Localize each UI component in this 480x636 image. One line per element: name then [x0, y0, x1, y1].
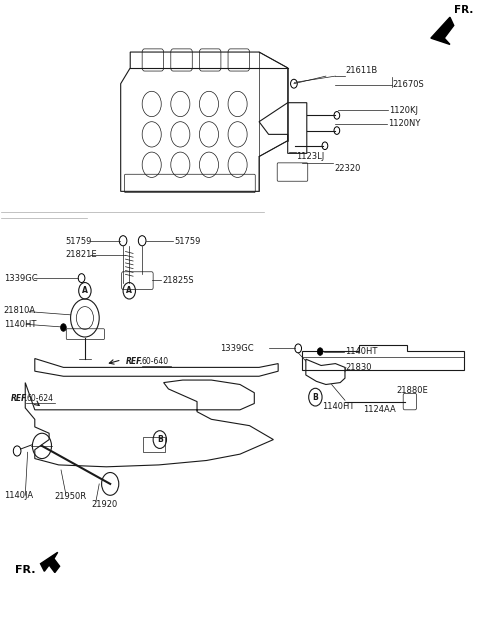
- Text: 21880E: 21880E: [396, 386, 428, 395]
- Text: 1123LJ: 1123LJ: [296, 152, 324, 161]
- Text: 1140JA: 1140JA: [4, 491, 33, 500]
- Text: FR.: FR.: [454, 5, 473, 15]
- Text: FR.: FR.: [15, 565, 35, 575]
- Text: 21830: 21830: [345, 363, 372, 372]
- Text: B: B: [157, 435, 163, 444]
- Text: 21611B: 21611B: [345, 66, 377, 75]
- Text: 1140HT: 1140HT: [4, 320, 36, 329]
- Text: 21821E: 21821E: [66, 250, 97, 259]
- Circle shape: [60, 324, 66, 331]
- Text: A: A: [82, 286, 88, 295]
- Text: 1140HT: 1140HT: [322, 402, 354, 411]
- Text: 22320: 22320: [334, 164, 360, 173]
- Text: 51759: 51759: [66, 237, 92, 246]
- Text: 1339GC: 1339GC: [4, 273, 37, 282]
- Text: 1124AA: 1124AA: [362, 405, 396, 414]
- Text: 60-624: 60-624: [26, 394, 53, 403]
- Text: 21825S: 21825S: [162, 275, 194, 284]
- Circle shape: [317, 348, 323, 356]
- Text: 21920: 21920: [91, 501, 117, 509]
- Text: 1339GC: 1339GC: [220, 344, 253, 353]
- Text: 1120NY: 1120NY: [388, 119, 420, 128]
- Text: 21950R: 21950R: [55, 492, 87, 501]
- Text: 1120KJ: 1120KJ: [389, 106, 418, 115]
- Text: 21670S: 21670S: [393, 81, 424, 90]
- Text: 1140HT: 1140HT: [345, 347, 377, 356]
- Text: B: B: [312, 392, 318, 402]
- Text: REF.: REF.: [11, 394, 28, 403]
- Polygon shape: [431, 17, 454, 45]
- Text: 51759: 51759: [174, 237, 201, 246]
- Text: 21810A: 21810A: [4, 306, 36, 315]
- Text: A: A: [126, 286, 132, 295]
- Polygon shape: [40, 552, 60, 572]
- Text: REF.: REF.: [125, 357, 143, 366]
- Text: 60-640: 60-640: [142, 357, 169, 366]
